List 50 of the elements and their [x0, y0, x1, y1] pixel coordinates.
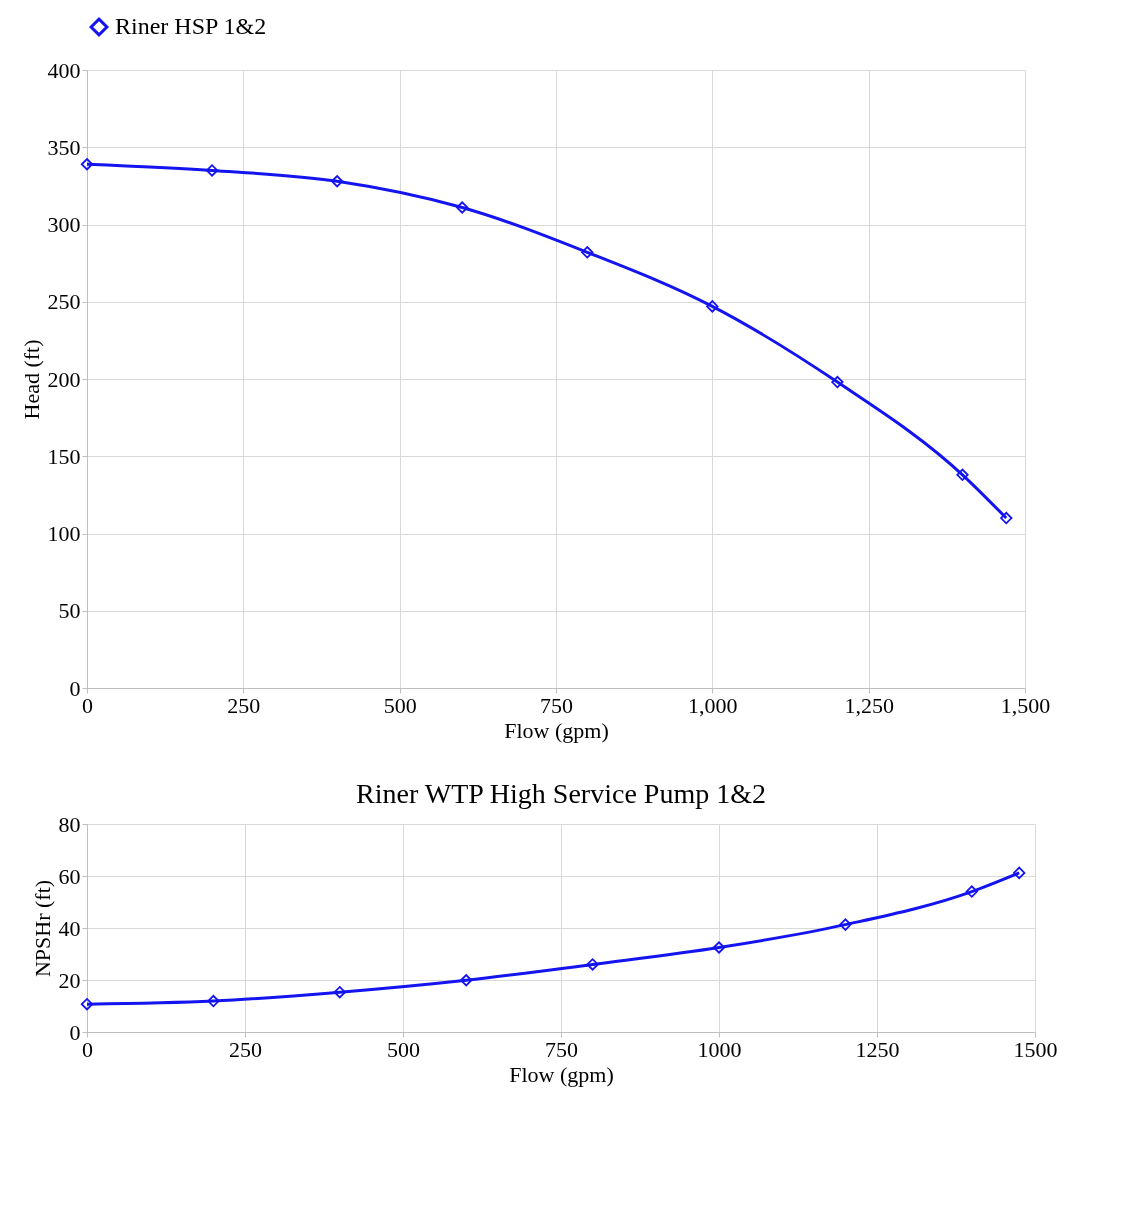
chart-title: Riner WTP High Service Pump 1&2: [356, 778, 766, 809]
point: [706, 300, 719, 313]
point: [839, 918, 852, 931]
y-tick-label: 60: [58, 863, 81, 889]
y-tick-label: 20: [58, 967, 81, 993]
y-tick-label: 50: [58, 598, 81, 624]
point: [460, 974, 473, 987]
point: [956, 468, 969, 481]
y-tick-label: 80: [58, 811, 81, 837]
point: [330, 175, 344, 188]
y-tick-label: 100: [47, 521, 81, 546]
y-tick-label: 250: [47, 289, 81, 315]
x-axis-title: Flow (gpm): [509, 1061, 614, 1087]
point: [80, 158, 94, 171]
x-tick-label: 250: [229, 1036, 262, 1062]
point: [586, 958, 599, 971]
x-tick-label: 750: [540, 692, 573, 718]
point: [712, 941, 726, 954]
x-tick-label: 750: [545, 1036, 578, 1062]
x-axis-title: Flow (gpm): [504, 717, 609, 743]
point: [333, 986, 346, 999]
point: [1013, 866, 1026, 880]
x-tick-label: 1250: [855, 1036, 900, 1062]
x-tick-label: 1000: [697, 1036, 742, 1062]
y-tick-label: 400: [47, 57, 81, 83]
y-tick-label: 300: [47, 212, 81, 237]
point: [80, 998, 94, 1011]
y-axis-title: NPSHr (ft): [29, 879, 55, 978]
x-tick-label: 500: [383, 692, 417, 718]
x-tick-label: 1,250: [844, 692, 894, 718]
y-tick-label: 150: [47, 443, 81, 469]
x-tick-label: 1500: [1013, 1036, 1058, 1062]
point: [205, 164, 219, 177]
y-tick-label: 40: [58, 915, 81, 941]
point: [581, 246, 594, 259]
point: [456, 201, 469, 214]
point: [207, 994, 220, 1008]
x-tick-label: 1,000: [688, 692, 738, 718]
x-tick-label: 250: [227, 692, 261, 718]
y-axis-title: Head (ft): [18, 339, 44, 420]
point: [831, 375, 844, 389]
y-tick-label: 0: [69, 1019, 81, 1045]
legend-label: Riner HSP 1&2: [115, 13, 267, 39]
point: [1000, 511, 1013, 525]
y-tick-label: 0: [69, 675, 81, 701]
y-tick-label: 200: [47, 366, 81, 392]
x-tick-label: 500: [387, 1036, 420, 1062]
y-tick-label: 350: [47, 134, 81, 160]
x-tick-label: 1,500: [1000, 692, 1051, 718]
point: [965, 885, 978, 898]
